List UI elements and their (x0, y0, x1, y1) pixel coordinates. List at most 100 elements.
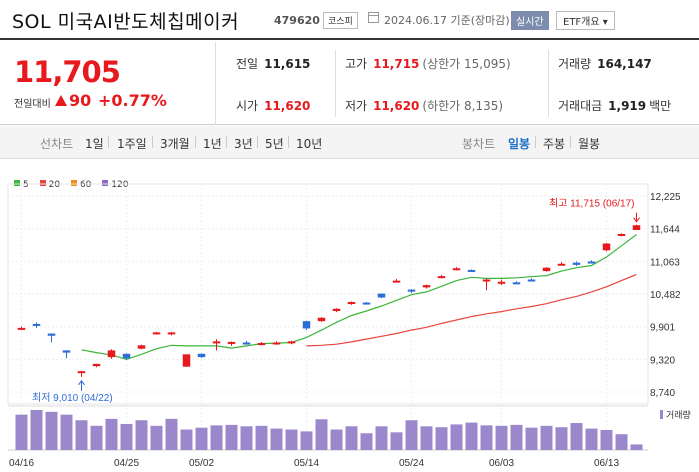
legend-ma5[interactable]: 5 (14, 180, 29, 190)
candle-body (107, 350, 116, 358)
volume-bar (570, 423, 583, 450)
candle-body (122, 353, 131, 359)
tab-1y[interactable]: 1년 (203, 137, 222, 151)
calendar-icon (368, 12, 379, 23)
volume-bar (285, 429, 298, 450)
volume-bar (465, 422, 478, 450)
candle-body (17, 327, 26, 330)
volume-bar (165, 418, 178, 450)
candle-body (167, 332, 176, 335)
tab-1w[interactable]: 1주일 (117, 137, 147, 151)
volume-bar (180, 429, 193, 450)
volume-bar (195, 427, 208, 450)
change-label: 전일대비 (14, 99, 51, 110)
volume-bar (60, 414, 73, 450)
etf-code: 479620 (274, 14, 320, 27)
volume-bar (270, 428, 283, 450)
candle-body (392, 280, 401, 283)
volume-bar (315, 419, 328, 450)
volume-bar (510, 424, 523, 450)
candle-body (287, 341, 296, 344)
candle-body (32, 323, 41, 326)
candle-body (632, 225, 641, 231)
price-box: 11,705 전일대비 90 +0.77% (0, 42, 216, 125)
legend-ma120[interactable]: 120 (102, 180, 128, 190)
candle-body (377, 293, 386, 298)
title-bar: SOL 미국AI반도체칩메이커 479620 코스피 2024.06.17 기준… (0, 0, 699, 40)
candle-body (617, 233, 626, 236)
y-tick-label: 10,482 (650, 290, 681, 301)
candle-body (557, 263, 566, 266)
volume-bar (555, 427, 568, 450)
candle-body (362, 302, 371, 305)
volume-bar (300, 431, 313, 450)
candle-body (497, 281, 506, 284)
candle-body (422, 285, 431, 288)
volume-bar (225, 424, 238, 450)
ma5-line (81, 234, 637, 361)
legend-ma60[interactable]: 60 (70, 180, 91, 190)
candle-body (542, 267, 551, 272)
volume-stat: 거래량 164,147 (558, 57, 652, 71)
volume-bar (435, 427, 448, 450)
candle-body (152, 332, 161, 335)
y-tick-label: 9,901 (650, 323, 675, 334)
volume-bar (480, 425, 493, 450)
volume-bar (525, 427, 538, 450)
x-tick-label: 05/24 (399, 458, 424, 469)
candle-body (257, 343, 266, 346)
prev-close: 전일 11,615 (236, 57, 311, 71)
tab-10y[interactable]: 10년 (296, 137, 323, 151)
candle-body (482, 279, 491, 282)
low-price: 저가 11,620 (하한가 8,135) (345, 99, 504, 113)
x-tick-label: 05/14 (294, 458, 319, 469)
candle-body (467, 269, 476, 272)
tab-5y[interactable]: 5년 (265, 137, 284, 151)
etf-overview-dropdown[interactable]: ETF개요 ▾ (556, 11, 615, 30)
volume-bar (540, 425, 553, 450)
candle-body (92, 363, 101, 367)
tab-weekly[interactable]: 주봉 (543, 137, 566, 151)
trade-value-stat: 거래대금 1,919 백만 (558, 99, 672, 113)
y-tick-label: 11,644 (650, 225, 680, 236)
candle-body (227, 341, 236, 344)
volume-bar (615, 434, 628, 450)
y-tick-label: 11,063 (650, 257, 680, 268)
max-arrow-head (633, 217, 640, 223)
y-tick-label: 9,320 (650, 355, 675, 366)
candle-body (572, 262, 581, 265)
x-tick-label: 06/03 (489, 458, 514, 469)
candle-body (242, 342, 251, 345)
candle-body (452, 268, 461, 271)
max-label: 최고 11,715 (06/17) (549, 198, 635, 210)
candle-body (347, 302, 356, 305)
volume-bar (390, 432, 403, 450)
tab-3y[interactable]: 3년 (234, 137, 253, 151)
min-label: 최저 9,010 (04/22) (32, 392, 113, 404)
volume-bar (375, 426, 388, 450)
tab-daily[interactable]: 일봉 (508, 137, 531, 151)
legend-ma20[interactable]: 20 (39, 180, 60, 190)
base-date: 2024.06.17 기준(장마감) (384, 14, 510, 27)
volume-bar (30, 410, 43, 450)
candle-body (197, 353, 206, 358)
up-triangle-icon (55, 95, 67, 106)
open-price: 시가 11,620 (236, 99, 311, 113)
y-tick-label: 8,740 (650, 388, 675, 399)
volume-bar (135, 420, 148, 450)
volume-bar (420, 426, 433, 450)
volume-bar (45, 411, 58, 450)
tab-monthly[interactable]: 월봉 (578, 137, 601, 151)
price-chart[interactable]: 12,225 11,644 11,063 10,482 9,901 9,320 8,740 0… (0, 160, 699, 472)
volume-bar (330, 429, 343, 450)
realtime-button[interactable]: 실시간 (511, 11, 549, 30)
tab-3m[interactable]: 3개월 (160, 137, 190, 151)
x-tick-label: 04/25 (114, 458, 139, 469)
change-percent: +0.77% (98, 91, 167, 110)
volume-bar (240, 426, 253, 450)
tab-1d[interactable]: 1일 (85, 137, 104, 151)
line-chart-label: 선차트 (40, 137, 74, 151)
candle-chart-label: 봉차트 (462, 137, 496, 151)
candle-body (407, 289, 416, 292)
volume-bar (105, 418, 118, 450)
